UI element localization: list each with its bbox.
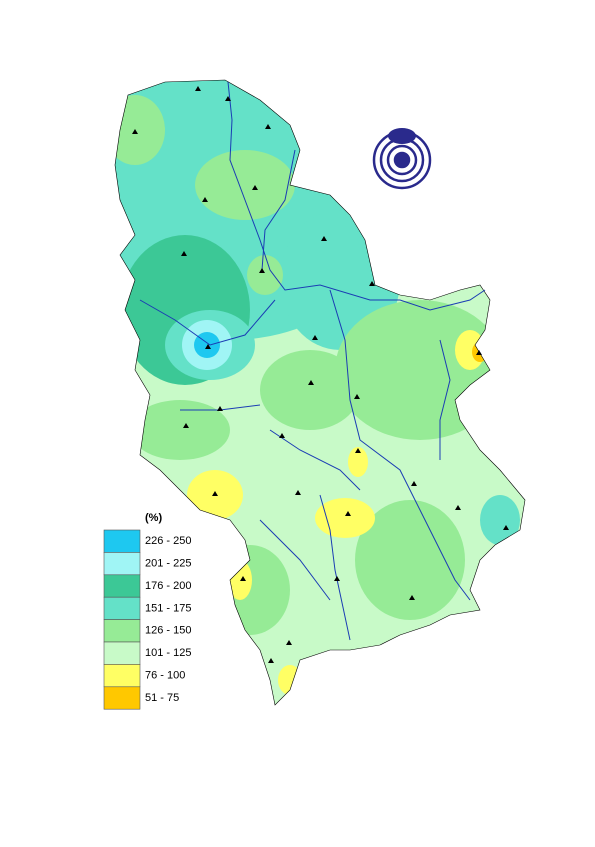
legend-title: (%) bbox=[145, 512, 162, 524]
legend-swatch bbox=[103, 619, 141, 643]
legend-label: 76 - 100 bbox=[145, 670, 185, 682]
legend-swatch bbox=[103, 552, 141, 576]
legend-label: 151 - 175 bbox=[145, 602, 191, 614]
legend-label: 51 - 75 bbox=[145, 692, 179, 704]
legend-label: 201 - 225 bbox=[145, 558, 191, 570]
legend-label: 176 - 200 bbox=[145, 580, 191, 592]
legend-swatch bbox=[103, 664, 141, 688]
border bbox=[114, 79, 526, 706]
legend: 226 - 250 201 - 225 176 - 200 151 - 175 126 … bbox=[103, 529, 191, 710]
legend-swatch bbox=[103, 596, 141, 620]
legend-label: 126 - 150 bbox=[145, 625, 191, 637]
legend-label: 101 - 125 bbox=[145, 647, 191, 659]
stations bbox=[132, 86, 509, 663]
legend-swatch bbox=[103, 686, 141, 710]
legend-swatch bbox=[103, 574, 141, 598]
legend-label: 226 - 250 bbox=[145, 535, 191, 547]
legend-swatch bbox=[103, 641, 141, 665]
logo bbox=[372, 128, 432, 190]
legend-swatch bbox=[103, 529, 141, 553]
rivers bbox=[139, 81, 486, 641]
